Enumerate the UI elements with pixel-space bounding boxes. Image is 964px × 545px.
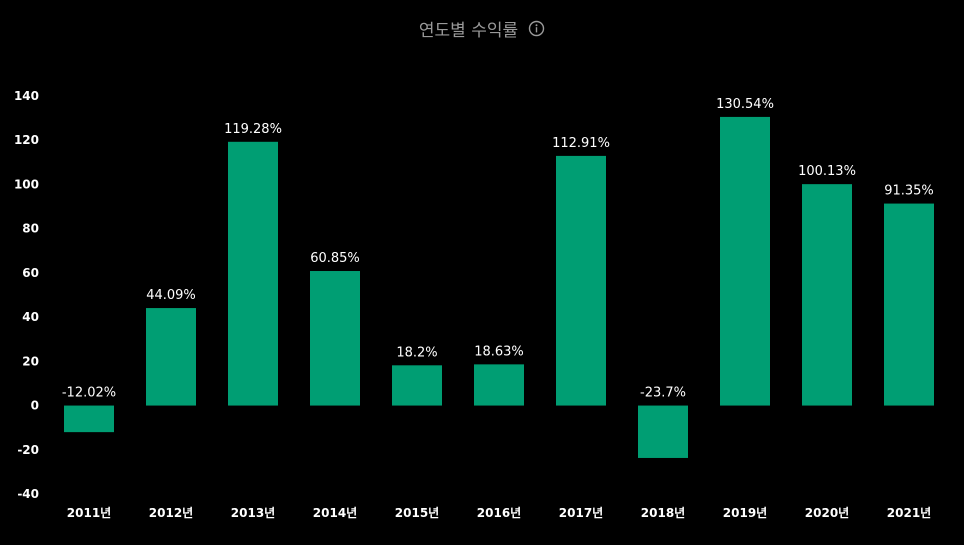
data-label: 91.35% [884,184,934,199]
x-tick-label: 2017년 [559,506,603,520]
data-label: 18.63% [474,344,524,359]
bar[interactable] [556,155,606,406]
y-tick-label: 20 [22,354,39,368]
bar[interactable] [64,405,114,433]
x-tick-label: 2021년 [887,506,931,520]
y-tick-label: 0 [31,399,39,413]
x-tick-label: 2012년 [149,506,193,520]
data-label: 112.91% [552,136,610,151]
x-tick-label: 2020년 [805,506,849,520]
x-tick-label: 2019년 [723,506,767,520]
data-label: 130.54% [716,97,774,112]
x-tick-label: 2018년 [641,506,685,520]
data-label: 44.09% [146,288,196,303]
data-label: 100.13% [798,164,856,179]
y-tick-label: -20 [17,443,39,457]
x-tick-label: 2011년 [67,506,111,520]
x-tick-label: 2016년 [477,506,521,520]
data-label: -23.7% [640,386,686,401]
data-label: 60.85% [310,251,360,266]
bar[interactable] [392,365,442,406]
chart-title: 연도별 수익률 [418,20,519,41]
bar[interactable] [474,364,524,406]
info-circle-icon[interactable] [528,20,545,37]
data-label: 18.2% [396,345,437,360]
y-tick-label: 140 [14,89,39,103]
x-tick-label: 2013년 [231,506,275,520]
bar[interactable] [884,203,934,406]
y-tick-label: 40 [22,310,39,324]
y-tick-label: 80 [22,222,39,236]
data-labels: -12.02% 44.09% 119.28% 60.85% 18.2% 18.63% 112… [62,97,934,401]
x-tick-label: 2015년 [395,506,439,520]
x-tick-label: 2014년 [313,506,357,520]
bars [64,116,934,458]
bar[interactable] [146,308,196,406]
y-tick-label: 60 [22,266,39,280]
bar[interactable] [802,184,852,406]
bar[interactable] [720,116,770,406]
bar[interactable] [310,271,360,406]
data-label: 119.28% [224,122,282,137]
y-axis: 140 120 100 80 60 40 20 0 -20 -40 [14,89,39,501]
bar[interactable] [638,405,688,458]
y-tick-label: 100 [14,177,39,191]
y-tick-label: -40 [17,487,39,501]
data-label: -12.02% [62,386,116,401]
y-tick-label: 120 [14,133,39,147]
x-axis: 2011년 2012년 2013년 2014년 2015년 2016년 2017년 2018년… [67,506,931,520]
chart-header: 연도별 수익률 [0,14,964,42]
bar[interactable] [228,141,278,406]
